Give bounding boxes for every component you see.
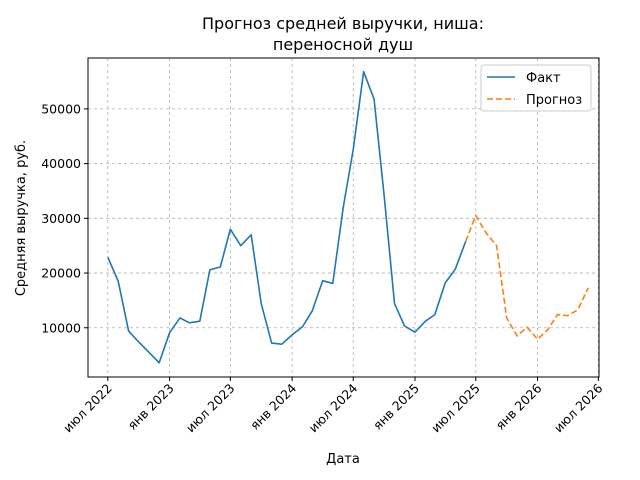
y-tick-label: 20000 <box>41 266 81 281</box>
legend-label-forecast: Прогноз <box>526 93 582 108</box>
y-tick-label: 10000 <box>41 320 81 335</box>
series-line-1 <box>464 214 589 341</box>
x-axis-label: Дата <box>326 452 360 467</box>
y-axis-label: Средняя выручка, руб. <box>14 140 29 296</box>
series-line-0 <box>107 70 467 364</box>
chart-title-line-2: переносной душ <box>273 35 413 54</box>
plot-frame <box>87 57 600 378</box>
legend-label-fact: Факт <box>526 71 561 86</box>
legend: Факт Прогноз <box>480 64 592 112</box>
series-layer <box>107 70 589 364</box>
chart-title-line-1: Прогноз средней выручки, ниша: <box>202 14 484 33</box>
y-tick-label: 40000 <box>41 156 81 171</box>
y-axis: 10000 20000 30000 40000 50000 <box>41 101 88 335</box>
y-tick-label: 30000 <box>41 211 81 226</box>
y-tick-label: 50000 <box>41 101 81 116</box>
